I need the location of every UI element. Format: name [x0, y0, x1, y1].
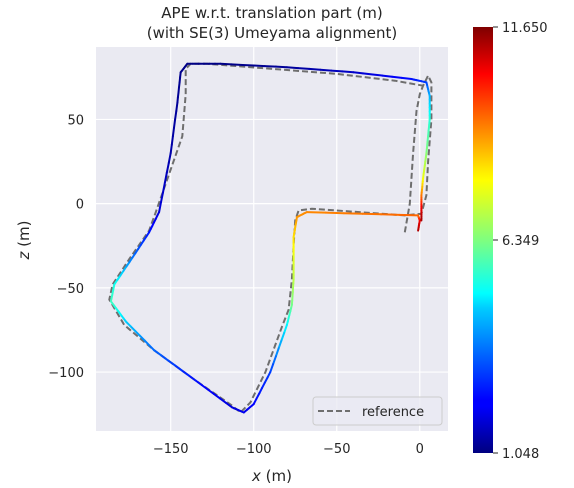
x-axis-label: x (m) [251, 467, 292, 485]
y-axis-variable: z [15, 250, 33, 260]
trajectory-segment [160, 191, 164, 204]
trajectory-segment [361, 212, 382, 216]
x-axis-unit: (m) [266, 467, 292, 485]
x-tick-label: −150 [153, 442, 189, 457]
trajectory-segment [342, 212, 364, 215]
trajectory-segment [381, 74, 394, 78]
trajectory-segment [308, 67, 322, 71]
trajectory-segment [305, 211, 327, 214]
trajectory-segment [285, 66, 299, 70]
chart-title: APE w.r.t. translation part (m) [161, 4, 382, 22]
trajectory-segment [173, 364, 183, 372]
trajectory-segment [269, 363, 275, 374]
trajectory-segment [380, 213, 401, 216]
trajectory-segment [362, 72, 374, 76]
trajectory-segment [200, 384, 209, 391]
x-axis-ticks: −150 −100 −50 0 [153, 442, 424, 457]
plot-area [96, 47, 448, 431]
trajectory-segment [180, 369, 190, 377]
trajectory-segment [391, 75, 403, 79]
trajectory-segment [169, 143, 173, 155]
trajectory-segment [148, 344, 156, 352]
trajectory-segment [166, 359, 176, 367]
trajectory-segment [153, 349, 162, 357]
colorbar: 11.650 6.349 1.048 [473, 21, 548, 462]
trajectory-segment [171, 126, 175, 138]
trajectory-segment [330, 69, 344, 73]
colorbar-ticks: 11.650 6.349 1.048 [493, 21, 548, 462]
trajectory-segment [400, 76, 413, 80]
colorbar-tick-label: 1.048 [502, 447, 539, 462]
trajectory-segment [272, 355, 277, 366]
trajectory-segment [277, 339, 283, 350]
y-tick-label: 50 [67, 113, 84, 128]
colorbar-tick-label: 11.650 [502, 21, 548, 36]
grid-lines [96, 47, 448, 431]
trajectory-segment [241, 64, 255, 67]
trajectory-segment [175, 101, 179, 112]
y-tick-label: −100 [48, 366, 84, 381]
trajectory-segment [187, 374, 197, 382]
trajectory-segment [341, 70, 355, 74]
legend-box [312, 396, 443, 426]
x-tick-label: −100 [236, 442, 272, 457]
trajectory-segment [165, 161, 170, 174]
y-axis-ticks: 50 0 −50 −100 [48, 113, 84, 381]
trajectory-segment [143, 339, 151, 347]
trajectory-segment [225, 401, 234, 409]
trajectory-segment [134, 330, 141, 337]
x-tick-label: 0 [416, 442, 424, 457]
trajectory-segment [398, 213, 420, 217]
y-tick-label: −50 [57, 282, 84, 297]
trajectory-segment [352, 71, 364, 75]
estimated-trajectory-layer [109, 62, 431, 414]
trajectory-segment [173, 118, 177, 129]
trajectory-segment [174, 110, 178, 121]
colorbar-tick-label: 6.349 [502, 234, 539, 249]
trajectory-segment [219, 62, 233, 66]
y-tick-label: 0 [76, 198, 84, 213]
trajectory-segment [274, 65, 288, 69]
chart-subtitle: (with SE(3) Umeyama alignment) [147, 24, 398, 42]
trajectory-segment [274, 347, 280, 358]
trajectory-segment [297, 67, 311, 70]
reference-trajectory-line [108, 62, 433, 414]
trajectory-segment [263, 65, 277, 68]
y-axis-unit: (m) [15, 221, 33, 247]
trajectory-segment [371, 73, 384, 77]
trajectory-segment [158, 201, 162, 214]
trajectory-segment [124, 320, 132, 328]
colorbar-scale [473, 27, 493, 453]
trajectory-segment [170, 135, 174, 146]
trajectory-segment [139, 334, 146, 342]
trajectory-segment [219, 397, 228, 404]
trajectory-segment [212, 392, 221, 400]
legend-reference-label: reference [362, 405, 424, 420]
trajectory-segment [324, 211, 345, 215]
trajectory-segment [163, 171, 168, 184]
trajectory-segment [129, 325, 137, 333]
trajectory-segment [206, 388, 215, 395]
trajectory-segment [160, 354, 169, 362]
trajectory-segment [252, 64, 266, 68]
trajectory-segment [283, 323, 288, 334]
x-tick-label: −50 [323, 442, 350, 457]
trajectory-segment [167, 152, 172, 164]
legend: reference [312, 396, 443, 426]
trajectory-segment [162, 181, 166, 194]
reference-trajectory-layer [108, 62, 433, 414]
trajectory-segment [261, 381, 266, 390]
trajectory-segment [194, 379, 203, 386]
trajectory-segment [230, 63, 244, 66]
y-axis-label: z (m) [15, 221, 33, 261]
trajectory-segment [252, 397, 258, 406]
trajectory-segment [280, 331, 286, 342]
x-axis-variable: x [251, 467, 261, 485]
trajectory-segment [319, 68, 333, 72]
